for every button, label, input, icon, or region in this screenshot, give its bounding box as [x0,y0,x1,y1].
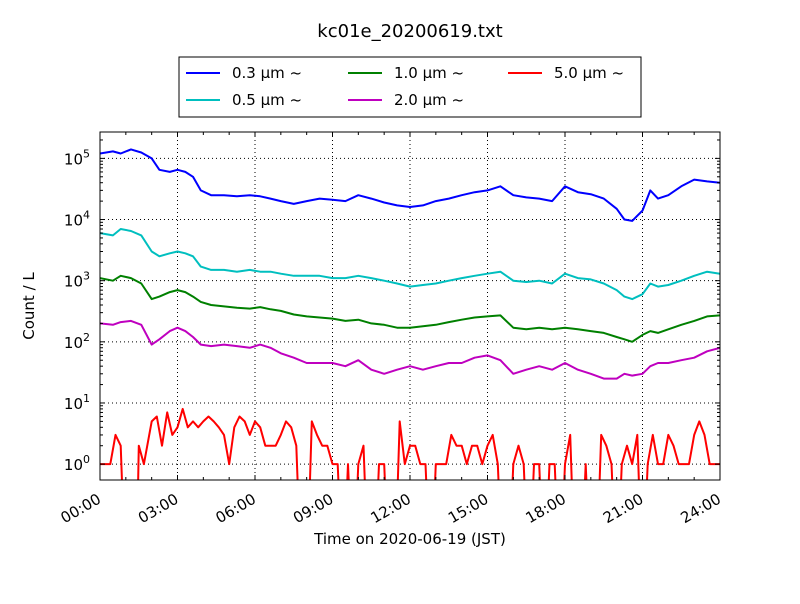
y-tick-exponent: 3 [83,270,90,283]
tick-layer [99,132,721,480]
y-tick-label: 105 [64,147,90,168]
y-tick-base: 10 [64,456,83,474]
y-tick-base: 10 [64,395,83,413]
x-axis-label: Time on 2020-06-19 (JST) [313,530,506,548]
series-line [100,319,720,380]
legend-label: 0.3 μm ~ [232,64,302,82]
y-tick-exponent: 4 [83,209,90,222]
legend-items: 0.3 μm ~ 1.0 μm ~ 5.0 μm ~ 0.5 μm ~ 2.0 μm ~ [186,64,624,109]
y-tick-label: 101 [64,392,90,413]
legend-label: 2.0 μm ~ [394,91,464,109]
legend-label: 5.0 μm ~ [554,64,624,82]
y-tick-base: 10 [64,273,83,291]
series-line [100,228,720,301]
y-tick-exponent: 0 [83,453,90,466]
y-tick-label: 102 [64,331,90,352]
series-line [100,407,720,480]
legend-label: 0.5 μm ~ [232,91,302,109]
y-tick-exponent: 5 [83,147,90,160]
series-line [100,148,720,222]
y-axis-label: Count / L [20,272,38,340]
y-tick-label: 100 [64,453,90,474]
series-line [100,274,720,343]
grid-layer [100,132,720,480]
legend-box [178,56,642,118]
legend-label: 1.0 μm ~ [394,64,464,82]
y-tick-exponent: 2 [83,331,90,344]
y-tick-base: 10 [64,334,83,352]
y-tick-label: 104 [64,209,90,230]
y-tick-exponent: 1 [83,392,90,405]
legend: 0.3 μm ~ 1.0 μm ~ 5.0 μm ~ 0.5 μm ~ 2.0 μm ~ [178,56,642,118]
series-layer [100,148,720,480]
y-tick-label: 103 [64,270,90,291]
y-tick-base: 10 [64,150,83,168]
y-tick-base: 10 [64,212,83,230]
chart-title: kc01e_20200619.txt [317,21,502,42]
